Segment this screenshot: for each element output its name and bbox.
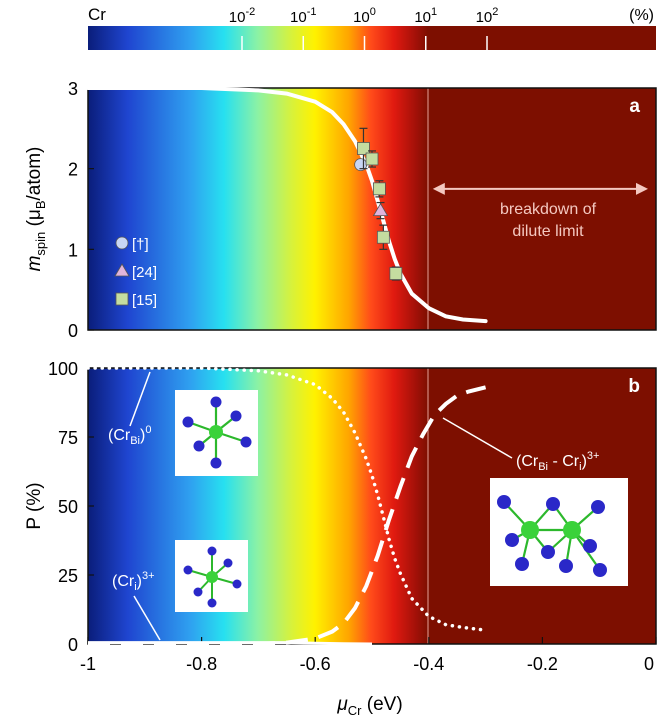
panel-b-ytick-label-1: 25 xyxy=(58,566,78,586)
leader-cr-bi xyxy=(129,371,151,427)
data-point-6 xyxy=(389,267,403,280)
legend-marker-2 xyxy=(115,292,129,306)
panel-b-ytick-label-0: 0 xyxy=(68,635,78,655)
colorbar-ticks: 10-2 10-1 100 101 102 xyxy=(229,6,499,50)
series-cr-i xyxy=(88,641,373,646)
panel-a-ylabel: mspin (μB/atom) xyxy=(24,147,48,272)
panel-a-letter: a xyxy=(629,96,640,117)
colorbar-saturated xyxy=(428,26,656,50)
experimental-points xyxy=(354,127,403,281)
structure-inset-cr-i xyxy=(175,540,248,612)
colorbar-bar xyxy=(88,26,428,50)
panel-a-ytick-label-2: 2 xyxy=(68,160,78,180)
panel-a-legend: [†] [24] [15] xyxy=(114,236,157,309)
panel-b-xticks: -1 -0.8 -0.6 -0.4 -0.2 0 xyxy=(80,637,657,674)
breakdown-label-line2: dilute limit xyxy=(512,223,584,240)
leader-complex xyxy=(442,417,513,459)
panel-b-xtick-label-5: 0 xyxy=(644,654,654,674)
panel-b-xlabel: μCr (eV) xyxy=(336,694,402,718)
colorbar-label: Cr xyxy=(88,5,106,24)
colorbar-tick-label-3: 101 xyxy=(414,6,437,26)
panel-b: 0 25 50 75 100 -1 -0.8 -0.6 -0.4 -0.2 0 P (%) μCr… xyxy=(24,359,657,718)
panel-b-ytick-label-3: 75 xyxy=(58,428,78,448)
panel-a-ytick-label-0: 0 xyxy=(68,321,78,341)
panel-b-xtick-label-3: -0.4 xyxy=(413,654,444,674)
dilute-limit-annotation: breakdown of dilute limit xyxy=(432,182,648,240)
panel-a-yticks: 0 1 2 3 xyxy=(68,79,94,341)
breakdown-arrowhead-right xyxy=(636,182,648,195)
data-point-5 xyxy=(376,230,390,244)
legend-marker-1 xyxy=(114,263,130,277)
panel-a-frame xyxy=(87,87,657,331)
panel-b-yticks: 0 25 50 75 100 xyxy=(48,359,94,655)
colorbar-unit: (%) xyxy=(629,7,654,24)
structure-inset-complex xyxy=(490,478,628,586)
panel-a-ytick-label-3: 3 xyxy=(68,79,78,99)
panel-a-background xyxy=(88,88,428,330)
panel-b-ylabel: P (%) xyxy=(24,482,45,529)
breakdown-arrowhead-left xyxy=(432,182,445,195)
data-point-3 xyxy=(365,152,379,166)
panel-b-letter: b xyxy=(628,376,640,397)
panel-a: 0 1 2 3 mspin (μB/atom) a [†] [24] [15] break… xyxy=(24,79,657,341)
legend-marker-0 xyxy=(115,236,129,250)
colorbar-tick-label-0: 10-2 xyxy=(229,6,255,26)
label-complex: (CrBi - Cri)3+ xyxy=(516,450,599,473)
data-point-2 xyxy=(357,142,370,155)
legend-label-2: [15] xyxy=(132,292,157,309)
colorbar-tick-label-4: 102 xyxy=(476,6,499,26)
panel-b-xtick-label-2: -0.6 xyxy=(300,654,331,674)
series-cr-bi-cr-i-complex xyxy=(88,385,487,646)
colorbar-tick-label-1: 10-1 xyxy=(290,6,316,26)
colorbar: Cr (%) 10-2 10-1 100 101 102 xyxy=(88,5,656,50)
legend-label-1: [24] xyxy=(132,264,157,281)
panel-a-ytick-label-1: 1 xyxy=(68,240,78,260)
panel-b-ytick-label-4: 100 xyxy=(48,359,78,379)
panel-b-xtick-label-1: -0.8 xyxy=(186,654,217,674)
panel-a-saturated xyxy=(428,88,656,330)
panel-b-ytick-label-2: 50 xyxy=(58,497,78,517)
leader-cr-i xyxy=(133,595,161,641)
breakdown-label-line1: breakdown of xyxy=(500,201,597,218)
data-point-1 xyxy=(372,202,389,217)
legend-label-0: [†] xyxy=(132,236,149,253)
colorbar-tick-label-2: 100 xyxy=(353,6,376,26)
structure-inset-cr-bi xyxy=(175,390,258,476)
label-cr-bi: (CrBi)0 xyxy=(108,424,151,447)
panel-b-xtick-label-4: -0.2 xyxy=(527,654,558,674)
series-cr-bi-neutral xyxy=(86,366,488,632)
panel-b-xtick-label-0: -1 xyxy=(80,654,96,674)
data-point-4 xyxy=(372,182,386,196)
label-cr-i: (Cri)3+ xyxy=(112,570,155,593)
